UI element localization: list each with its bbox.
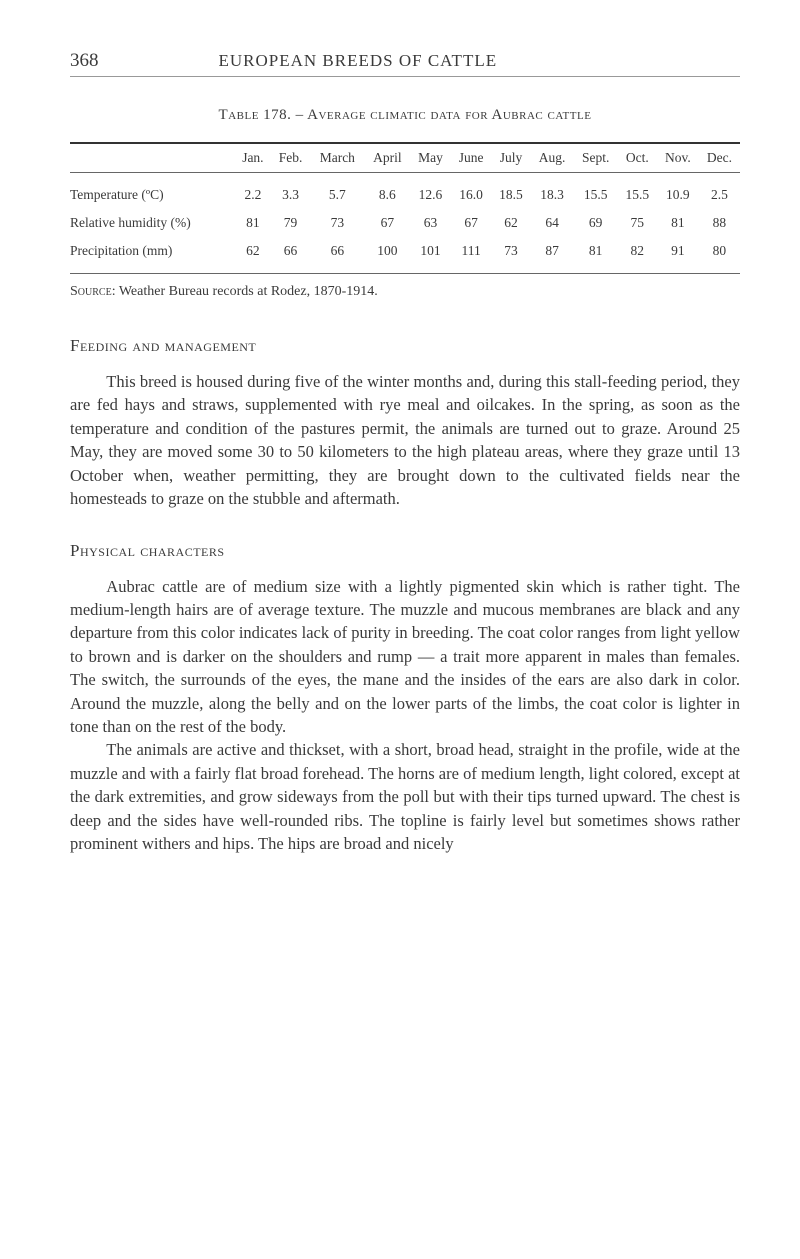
cell: 66 (310, 237, 364, 274)
row-label-precipitation: Precipitation (mm) (70, 237, 235, 274)
cell: 69 (574, 209, 618, 237)
cell: 15.5 (618, 173, 657, 210)
page-content: 368 EUROPEAN BREEDS OF CATTLE Table 178.… (0, 0, 800, 944)
paragraph: This breed is housed during five of the … (70, 370, 740, 511)
table-source: Source: Weather Bureau records at Rodez,… (70, 284, 740, 300)
cell: 18.3 (531, 173, 574, 210)
cell: 18.5 (491, 173, 530, 210)
cell: 67 (451, 209, 492, 237)
section-body-feeding: This breed is housed during five of the … (70, 370, 740, 511)
cell: 75 (618, 209, 657, 237)
table-col-may: May (410, 143, 451, 173)
cell: 100 (365, 237, 411, 274)
row-label-humidity: Relative humid­ity (%) (70, 209, 235, 237)
table-col-feb: Feb. (271, 143, 310, 173)
cell: 73 (310, 209, 364, 237)
cell: 67 (365, 209, 411, 237)
cell: 91 (657, 237, 699, 274)
table-col-apr: April (365, 143, 411, 173)
table-caption-text: Average climatic data for Aubrac cattle (307, 107, 591, 123)
table-col-blank (70, 143, 235, 173)
table-col-mar: March (310, 143, 364, 173)
table-col-oct: Oct. (618, 143, 657, 173)
cell: 73 (491, 237, 530, 274)
cell: 3.3 (271, 173, 310, 210)
table-col-nov: Nov. (657, 143, 699, 173)
source-text: : Weather Bureau records at Rodez, 1870-… (112, 284, 378, 299)
cell: 101 (410, 237, 451, 274)
cell: 62 (235, 237, 271, 274)
page-header: 368 EUROPEAN BREEDS OF CATTLE (70, 50, 740, 77)
cell: 88 (699, 209, 740, 237)
source-label: Source (70, 284, 112, 299)
table-col-jul: July (491, 143, 530, 173)
table-col-sep: Sept. (574, 143, 618, 173)
climate-table: Jan. Feb. March April May June July Aug.… (70, 142, 740, 274)
table-row: Relative humid­ity (%) 81 79 73 67 63 67… (70, 209, 740, 237)
table-row: Temperature (ºC) 2.2 3.3 5.7 8.6 12.6 16… (70, 173, 740, 210)
page-number: 368 (70, 50, 99, 72)
cell: 63 (410, 209, 451, 237)
cell: 5.7 (310, 173, 364, 210)
table-col-dec: Dec. (699, 143, 740, 173)
table-caption-prefix: Table 178. – (219, 107, 308, 123)
cell: 82 (618, 237, 657, 274)
cell: 79 (271, 209, 310, 237)
cell: 80 (699, 237, 740, 274)
cell: 66 (271, 237, 310, 274)
row-label-temperature: Temperature (ºC) (70, 173, 235, 210)
table-col-aug: Aug. (531, 143, 574, 173)
cell: 8.6 (365, 173, 411, 210)
paragraph: Aubrac cattle are of medium size with a … (70, 575, 740, 739)
cell: 111 (451, 237, 492, 274)
section-heading-physical: Physical characters (70, 541, 740, 561)
section-body-physical: Aubrac cattle are of medium size with a … (70, 575, 740, 856)
cell: 10.9 (657, 173, 699, 210)
cell: 87 (531, 237, 574, 274)
table-row: Precipitation (mm) 62 66 66 100 101 111 … (70, 237, 740, 274)
table-col-jun: June (451, 143, 492, 173)
cell: 81 (657, 209, 699, 237)
cell: 12.6 (410, 173, 451, 210)
cell: 2.2 (235, 173, 271, 210)
table-caption: Table 178. – Average climatic data for A… (70, 107, 740, 124)
table-header-row: Jan. Feb. March April May June July Aug.… (70, 143, 740, 173)
table-col-jan: Jan. (235, 143, 271, 173)
paragraph: The animals are active and thickset, wit… (70, 738, 740, 855)
section-heading-feeding: Feeding and management (70, 336, 740, 356)
cell: 81 (574, 237, 618, 274)
cell: 15.5 (574, 173, 618, 210)
cell: 62 (491, 209, 530, 237)
cell: 81 (235, 209, 271, 237)
cell: 64 (531, 209, 574, 237)
cell: 16.0 (451, 173, 492, 210)
running-title: EUROPEAN BREEDS OF CATTLE (219, 51, 498, 71)
cell: 2.5 (699, 173, 740, 210)
